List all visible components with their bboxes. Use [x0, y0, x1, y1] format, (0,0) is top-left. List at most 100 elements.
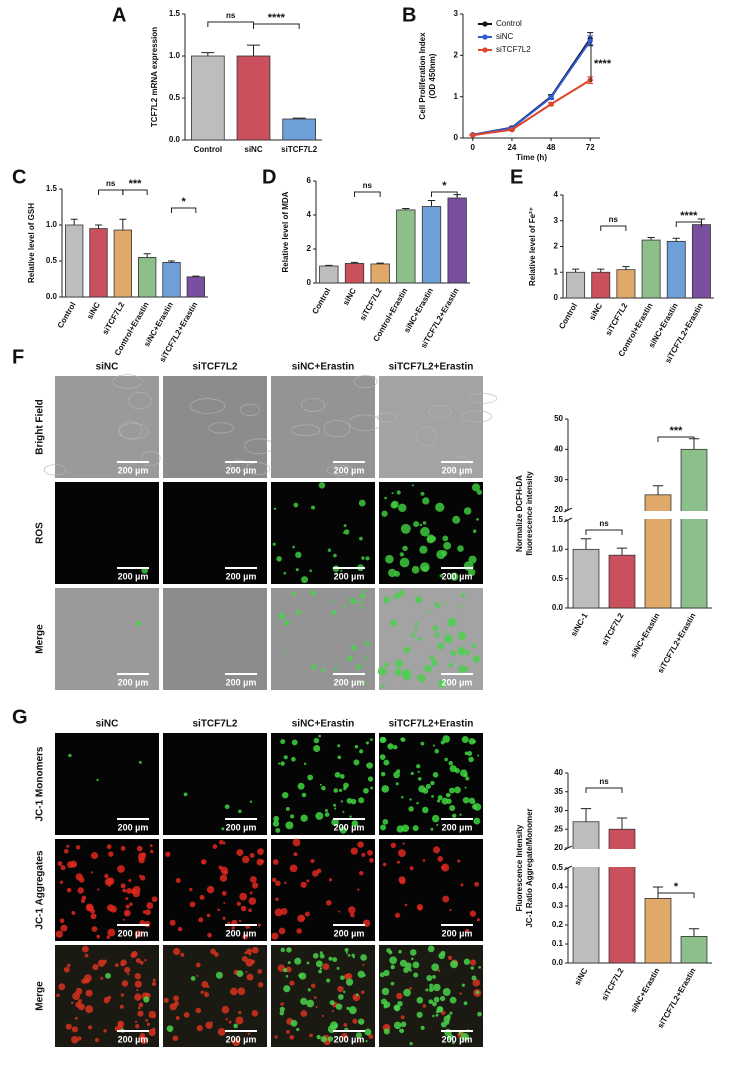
- y-tick-label: 35: [554, 787, 563, 796]
- cell: [313, 996, 317, 1000]
- cell: [355, 993, 359, 997]
- cell: [395, 782, 399, 786]
- cell: [355, 1032, 362, 1039]
- cell: [230, 987, 238, 996]
- cell: [316, 1034, 321, 1040]
- bar: [186, 276, 205, 298]
- y-tick-label: 40: [554, 768, 563, 777]
- cell: [452, 515, 461, 524]
- row-label: ROS: [35, 522, 46, 544]
- bar: [89, 228, 108, 298]
- cell: [152, 1014, 156, 1018]
- cell: [289, 1034, 295, 1040]
- cell: [357, 888, 360, 891]
- cell-outline: [416, 426, 437, 447]
- cell: [120, 959, 127, 966]
- bar: [641, 239, 661, 299]
- cell: [448, 787, 455, 794]
- y-tick-label: 3: [554, 216, 559, 225]
- cell: [381, 510, 388, 517]
- cell: [145, 1018, 149, 1022]
- cell: [217, 908, 221, 912]
- cell: [132, 889, 140, 898]
- cell: [195, 962, 201, 968]
- cell: [232, 1038, 241, 1047]
- cell: [75, 987, 83, 995]
- bracket: [600, 225, 627, 231]
- cell: [272, 820, 280, 827]
- cell: [300, 1010, 308, 1017]
- x-tick-label: siTCF7L2: [281, 145, 318, 154]
- cell: [247, 1032, 251, 1036]
- cell: [134, 972, 142, 980]
- cell: [430, 780, 435, 786]
- cell: [472, 979, 480, 987]
- cell: [85, 903, 94, 912]
- cell: [365, 641, 371, 647]
- cell: [238, 919, 242, 923]
- cell: [173, 1000, 180, 1007]
- scale-bar-label: 200 µm: [118, 822, 149, 832]
- cell: [251, 946, 259, 954]
- cell: [257, 969, 263, 974]
- cell: [449, 804, 456, 812]
- y-tick-label: 0.1: [552, 939, 564, 948]
- cell-outline: [240, 403, 260, 416]
- y-tick-label: 0.5: [552, 863, 564, 872]
- cell: [183, 792, 188, 797]
- cell: [414, 627, 418, 631]
- cell: [276, 556, 282, 562]
- cell: [77, 1036, 82, 1041]
- cell: [402, 671, 412, 681]
- cell: [459, 813, 462, 816]
- error-bar: [143, 253, 151, 258]
- bar: [236, 55, 271, 141]
- cell-outline: [428, 405, 452, 419]
- significance: ns: [363, 181, 373, 190]
- y-tick-label: 0.4: [552, 882, 564, 891]
- x-tick-label: siNC: [587, 301, 604, 321]
- scale-bar-label: 200 µm: [334, 465, 365, 475]
- cell: [422, 787, 429, 794]
- cell: [432, 1001, 437, 1007]
- cell: [77, 887, 84, 894]
- scale-bar-label: 200 µm: [334, 677, 365, 687]
- cell: [408, 806, 414, 812]
- cell: [473, 817, 481, 825]
- cell: [439, 574, 444, 578]
- x-tick-label: Control: [194, 145, 222, 154]
- bracket: [354, 191, 381, 197]
- y-axis-label: Normalize DCFH-DA: [515, 475, 524, 552]
- cell: [420, 741, 425, 746]
- cell: [104, 873, 109, 879]
- cell: [393, 1021, 402, 1030]
- cell: [396, 490, 401, 495]
- cell: [283, 755, 288, 760]
- cell: [138, 1002, 144, 1008]
- cell: [280, 1002, 284, 1006]
- significance: ns: [599, 777, 609, 786]
- cell: [296, 928, 302, 934]
- cell: [90, 913, 97, 920]
- cell: [422, 806, 429, 814]
- cell: [420, 526, 430, 537]
- cell: [151, 896, 158, 903]
- cell: [106, 877, 115, 886]
- significance: *: [442, 180, 447, 192]
- cell: [435, 1013, 439, 1017]
- significance: ns: [599, 519, 609, 528]
- y-tick-label: 0.0: [552, 603, 564, 612]
- cell: [472, 529, 477, 534]
- cell: [340, 800, 343, 803]
- cell: [343, 524, 347, 528]
- cell: [380, 824, 387, 831]
- cell: [144, 959, 147, 962]
- cell: [286, 947, 292, 953]
- cell: [394, 1004, 401, 1012]
- cell: [464, 786, 467, 789]
- cell: [343, 529, 350, 535]
- cell: [458, 1031, 463, 1036]
- cell: [137, 1010, 144, 1017]
- y-tick-label: 1.0: [46, 220, 58, 229]
- cell: [327, 1036, 334, 1042]
